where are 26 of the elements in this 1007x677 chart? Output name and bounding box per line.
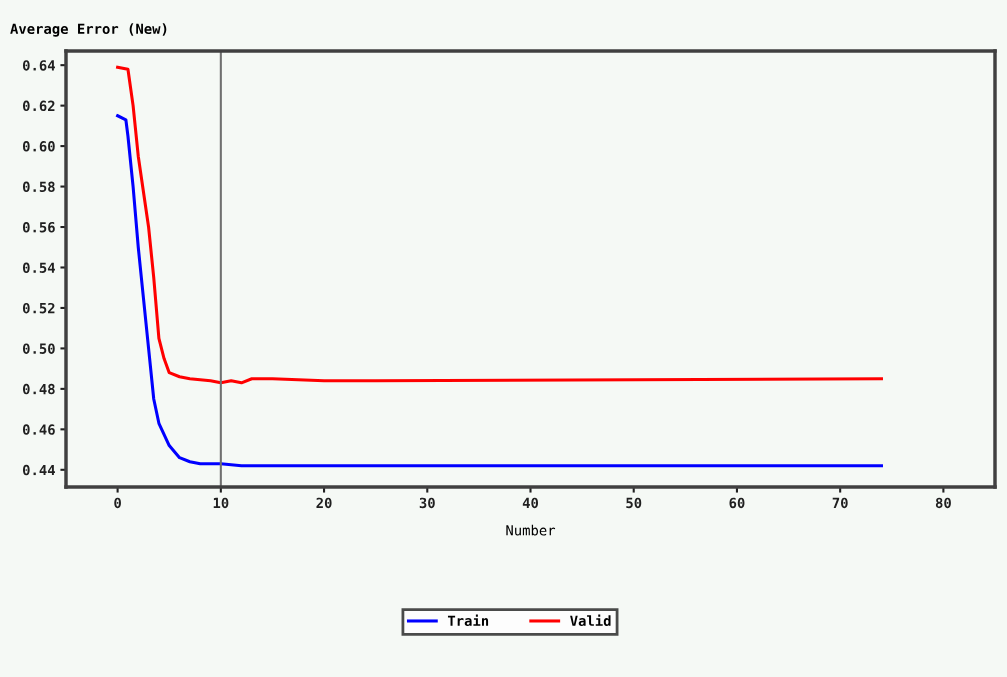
- y-tick-label: 0.56: [22, 221, 55, 233]
- x-tick-label: 70: [832, 497, 848, 509]
- x-tick-label: 40: [522, 497, 539, 509]
- legend-label: Valid: [570, 614, 611, 627]
- x-tick-label: 30: [419, 497, 435, 509]
- x-tick-label: 20: [316, 497, 332, 509]
- y-tick-label: 0.46: [22, 424, 55, 435]
- x-tick-label: 80: [935, 497, 951, 509]
- y-tick-label: 0.54: [22, 262, 55, 273]
- y-tick-label: 0.44: [22, 464, 55, 476]
- y-tick-label: 0.48: [22, 383, 55, 395]
- y-tick-label: 0.64: [22, 60, 55, 71]
- line-series: [116, 65, 883, 385]
- legend-label: Train: [447, 614, 489, 627]
- y-tick-label: 0.58: [22, 181, 55, 193]
- y-axis-title: Average Error (New): [10, 23, 167, 37]
- x-tick-label: 10: [213, 497, 229, 509]
- y-tick-label: 0.60: [22, 141, 55, 152]
- x-tick-label: 60: [729, 497, 745, 509]
- x-tick-label: 50: [626, 497, 642, 509]
- line-series: [116, 114, 883, 468]
- y-tick-label: 0.62: [22, 100, 55, 112]
- y-tick-label: 0.52: [22, 302, 55, 314]
- x-axis-title: Number: [506, 524, 556, 536]
- x-tick-label: 0: [114, 497, 121, 509]
- y-tick-label: 0.50: [22, 343, 55, 354]
